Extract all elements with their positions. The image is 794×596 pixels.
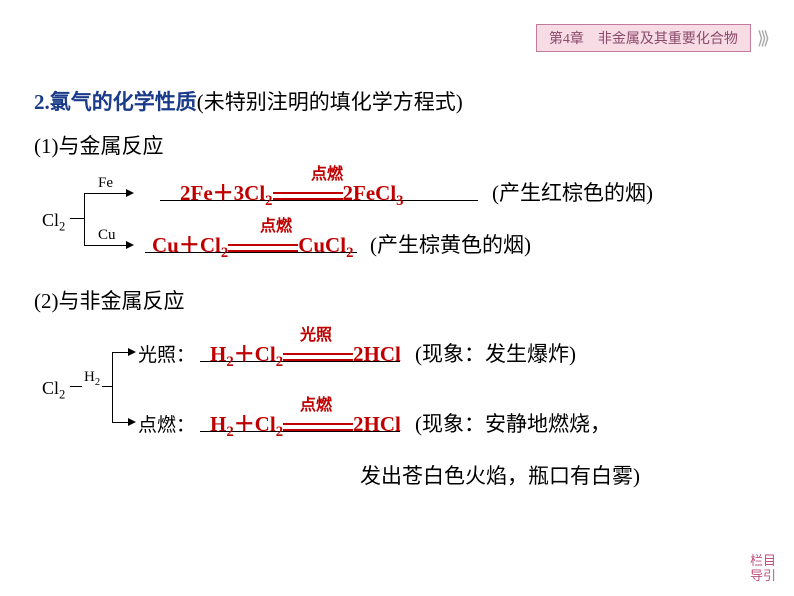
s2-eq1: H2＋Cl22HCl	[210, 338, 401, 371]
s2-mid-label: H2	[84, 369, 100, 388]
s2-arm2	[112, 422, 128, 423]
s1-branch2-label: Cu	[98, 227, 116, 244]
s1-eq2-note: (产生棕黄色的烟)	[370, 229, 531, 259]
s1-arm2	[84, 245, 126, 246]
section1-label: (1)与金属反应	[34, 130, 164, 160]
s2-bracket	[112, 352, 123, 422]
s1-eq2: Cu＋Cl2CuCl2	[152, 229, 353, 262]
chevron-right-icon: ⟩⟩⟩	[757, 28, 766, 49]
s1-eq1: 2Fe＋3Cl22FeCl3	[180, 177, 404, 210]
s2-eq2-note: (现象：安静地燃烧，	[415, 408, 611, 438]
s2-branch2-label: 点燃：	[138, 410, 195, 437]
s2-branch1-label: 光照：	[138, 340, 195, 367]
s1-branch1-label: Fe	[98, 175, 113, 192]
s2-root: Cl2	[42, 378, 65, 403]
s1-eq1-note: (产生红棕色的烟)	[492, 177, 653, 207]
s1-root: Cl2	[42, 210, 65, 235]
s1-arrow1	[126, 189, 134, 197]
s2-eq2: H2＋Cl22HCl	[210, 408, 401, 441]
s2-eq2-note2: 发出苍白色火焰，瓶口有白雾)	[360, 460, 640, 490]
s2-arrow1	[128, 348, 136, 356]
s1-arm1	[84, 193, 126, 194]
chapter-header: 第4章 非金属及其重要化合物 ⟩⟩⟩	[536, 24, 766, 52]
s1-bracket	[84, 193, 95, 245]
footer-l1: 栏目	[750, 553, 776, 569]
s2-stem2	[102, 386, 112, 387]
s2-stem1	[70, 386, 82, 387]
s2-eq1-note: (现象：发生爆炸)	[415, 338, 576, 368]
page-title: 2.氯气的化学性质(未特别注明的填化学方程式)	[34, 86, 463, 116]
s2-arrow2	[128, 418, 136, 426]
s1-stem	[70, 218, 84, 219]
chapter-title: 第4章 非金属及其重要化合物	[536, 24, 751, 52]
s2-arm1	[112, 352, 128, 353]
footer-l2: 导引	[750, 568, 776, 584]
s1-arrow2	[126, 241, 134, 249]
section2-label: (2)与非金属反应	[34, 285, 185, 315]
nav-footer[interactable]: 栏目 导引	[750, 553, 776, 584]
